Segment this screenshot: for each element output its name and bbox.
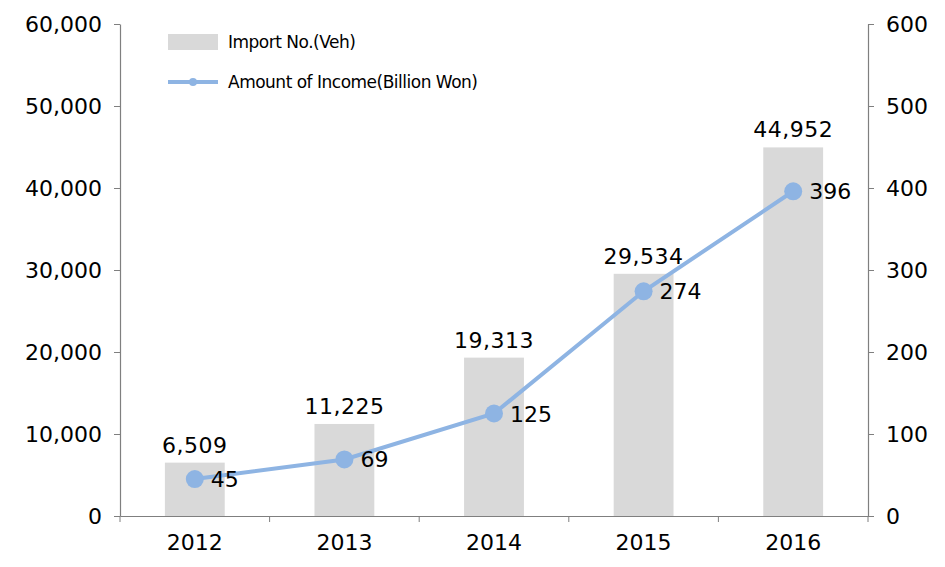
tick: 400 xyxy=(868,176,928,201)
tick: 2016 xyxy=(765,516,821,555)
tick-mark xyxy=(114,352,120,353)
tick: 40,000 xyxy=(25,176,120,201)
line-marker xyxy=(186,470,204,488)
tick-label: 0 xyxy=(88,504,102,529)
category-separator xyxy=(120,516,121,522)
data-label: 396 xyxy=(809,179,851,204)
data-label: 19,313 xyxy=(454,328,534,353)
data-label: 274 xyxy=(660,279,702,304)
line-marker xyxy=(335,450,353,468)
data-label: 11,225 xyxy=(304,394,384,419)
tick: 2014 xyxy=(466,516,522,555)
data-label: 125 xyxy=(510,402,552,427)
x-axis: 2012 2013 2014 2015 2016 xyxy=(120,516,869,555)
tick: 0 xyxy=(88,504,120,529)
tick: 100 xyxy=(868,422,928,447)
tick: 50,000 xyxy=(25,94,120,119)
tick: 10,000 xyxy=(25,422,120,447)
line xyxy=(195,191,793,479)
legend-label: Import No.(Veh) xyxy=(228,32,355,52)
tick-label: 30,000 xyxy=(25,258,102,283)
tick: 500 xyxy=(868,94,928,119)
line-marker xyxy=(784,182,802,200)
data-label: 44,952 xyxy=(753,117,833,142)
category-separator xyxy=(868,516,869,522)
tick: 200 xyxy=(868,340,928,365)
axis-line xyxy=(121,516,869,517)
tick: 600 xyxy=(868,12,928,37)
tick-mark xyxy=(114,516,120,517)
tick: 30,000 xyxy=(25,258,120,283)
tick-label: 2013 xyxy=(316,530,372,555)
line-marker xyxy=(635,282,653,300)
axis-line xyxy=(120,25,121,517)
tick-label: 2012 xyxy=(167,530,223,555)
tick-label: 2015 xyxy=(616,530,672,555)
legend-marker xyxy=(189,78,197,86)
tick: 60,000 xyxy=(25,12,120,37)
tick-label: 600 xyxy=(886,12,928,37)
tick-mark xyxy=(114,270,120,271)
tick-label: 40,000 xyxy=(25,176,102,201)
tick-mark xyxy=(868,106,874,107)
tick-mark xyxy=(868,516,874,517)
y-axis: 0 10,000 20,000 30,000 40,000 50,000 60,000 xyxy=(25,12,120,529)
tick-label: 2016 xyxy=(765,530,821,555)
line-marker xyxy=(485,405,503,423)
data-label: 29,534 xyxy=(604,244,684,269)
category-separator xyxy=(568,516,569,522)
legend-item: Import No.(Veh) xyxy=(168,32,355,52)
legend: Import No.(Veh) Amount of Income(Billion … xyxy=(168,32,477,92)
tick-mark xyxy=(114,106,120,107)
data-label: 6,509 xyxy=(162,433,227,458)
legend-label: Amount of Income(Billion Won) xyxy=(228,72,477,92)
bar xyxy=(464,358,524,516)
tick: 0 xyxy=(868,504,900,529)
tick-mark xyxy=(114,188,120,189)
chart: 6,509 11,225 19,313 29,534 44,952 45 69 125 274 3… xyxy=(0,0,945,567)
data-label: 69 xyxy=(360,447,388,472)
tick-label: 10,000 xyxy=(25,422,102,447)
tick: 2015 xyxy=(616,516,672,555)
category-separator xyxy=(419,516,420,522)
marks xyxy=(165,147,823,516)
tick-mark xyxy=(868,352,874,353)
tick-label: 200 xyxy=(886,340,928,365)
legend-swatch xyxy=(168,34,218,50)
y2-axis: 0 100 200 300 400 500 600 xyxy=(868,12,928,529)
tick: 20,000 xyxy=(25,340,120,365)
plot: 6,509 11,225 19,313 29,534 44,952 45 69 125 274 3… xyxy=(25,12,928,555)
tick-mark xyxy=(868,188,874,189)
tick: 300 xyxy=(868,258,928,283)
tick-label: 20,000 xyxy=(25,340,102,365)
tick-label: 100 xyxy=(886,422,928,447)
tick-mark xyxy=(114,24,120,25)
tick-label: 0 xyxy=(886,504,900,529)
category-separator xyxy=(718,516,719,522)
tick: 2012 xyxy=(167,516,223,555)
tick-mark xyxy=(868,434,874,435)
tick-label: 2014 xyxy=(466,530,522,555)
tick-label: 50,000 xyxy=(25,94,102,119)
category-separator xyxy=(269,516,270,522)
tick-label: 500 xyxy=(886,94,928,119)
legend-item: Amount of Income(Billion Won) xyxy=(168,72,477,92)
data-label: 45 xyxy=(211,467,239,492)
tick-mark xyxy=(868,24,874,25)
tick-label: 300 xyxy=(886,258,928,283)
tick-mark xyxy=(868,270,874,271)
tick-mark xyxy=(114,434,120,435)
tick-label: 400 xyxy=(886,176,928,201)
tick-label: 60,000 xyxy=(25,12,102,37)
data-labels: 6,509 11,225 19,313 29,534 44,952 45 69 125 274 3… xyxy=(162,117,851,492)
tick: 2013 xyxy=(316,516,372,555)
